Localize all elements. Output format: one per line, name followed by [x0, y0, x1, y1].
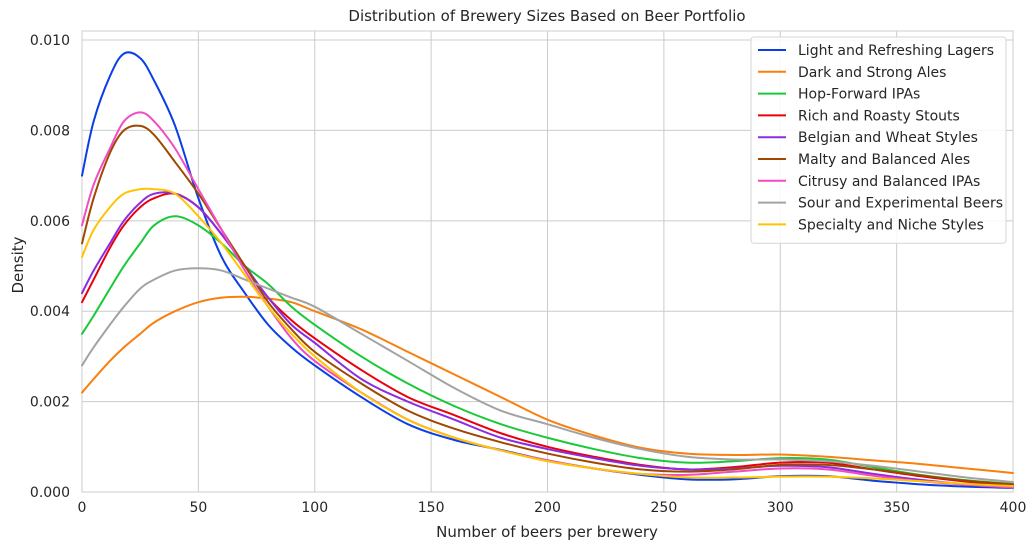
legend-label-belgian-and-wheat-styles: Belgian and Wheat Styles: [798, 130, 978, 146]
x-tick-label: 300: [767, 500, 794, 516]
legend-label-dark-and-strong-ales: Dark and Strong Ales: [798, 65, 946, 81]
y-tick-label: 0.006: [30, 214, 70, 230]
series-line-hop-forward-ipas: [81, 215, 1014, 485]
legend-label-malty-and-balanced-ales: Malty and Balanced Ales: [798, 152, 970, 168]
y-tick-label: 0.008: [30, 123, 70, 139]
legend-label-sour-and-experimental-beers: Sour and Experimental Beers: [798, 196, 1003, 212]
series-line-sour-and-experimental-beers: [81, 267, 1014, 484]
plot-area: [81, 30, 1014, 493]
series-line-specialty-and-niche-styles: [81, 187, 1014, 488]
y-axis-title: Density: [9, 236, 27, 293]
x-tick-label: 250: [651, 500, 678, 516]
legend: Light and Refreshing Lagers Dark and Stro…: [750, 36, 1007, 244]
legend-label-specialty-and-niche-styles: Specialty and Niche Styles: [798, 217, 984, 233]
x-tick-label: 200: [534, 500, 561, 516]
y-tick-label: 0.000: [30, 485, 70, 501]
x-axis: 0 50 100 150 200 250 300 350 400: [78, 500, 1027, 516]
legend-box: [750, 36, 1007, 244]
series-line-malty-and-balanced-ales: [81, 124, 1014, 486]
legend-label-light-and-refreshing-lagers: Light and Refreshing Lagers: [798, 43, 994, 59]
y-axis: 0.000 0.002 0.004 0.006 0.008 0.010: [30, 33, 70, 501]
x-axis-title: Number of beers per brewery: [436, 523, 658, 541]
legend-label-citrusy-and-balanced-ipas: Citrusy and Balanced IPAs: [798, 174, 980, 190]
x-tick-label: 0: [78, 500, 87, 516]
chart-title: Distribution of Brewery Sizes Based on B…: [348, 7, 745, 25]
series-layer: [81, 51, 1014, 489]
series-line-rich-and-roasty-stouts: [81, 192, 1014, 487]
y-tick-label: 0.004: [30, 304, 70, 320]
series-line-dark-and-strong-ales: [81, 295, 1014, 475]
series-line-belgian-and-wheat-styles: [81, 191, 1014, 489]
y-tick-label: 0.010: [30, 33, 70, 49]
y-tick-label: 0.002: [30, 395, 70, 411]
legend-label-rich-and-roasty-stouts: Rich and Roasty Stouts: [798, 108, 960, 124]
x-tick-label: 100: [301, 500, 328, 516]
x-tick-label: 150: [418, 500, 445, 516]
x-tick-label: 50: [189, 500, 207, 516]
x-tick-label: 400: [1000, 500, 1027, 516]
legend-label-hop-forward-ipas: Hop-Forward IPAs: [798, 87, 920, 103]
x-tick-label: 350: [883, 500, 910, 516]
